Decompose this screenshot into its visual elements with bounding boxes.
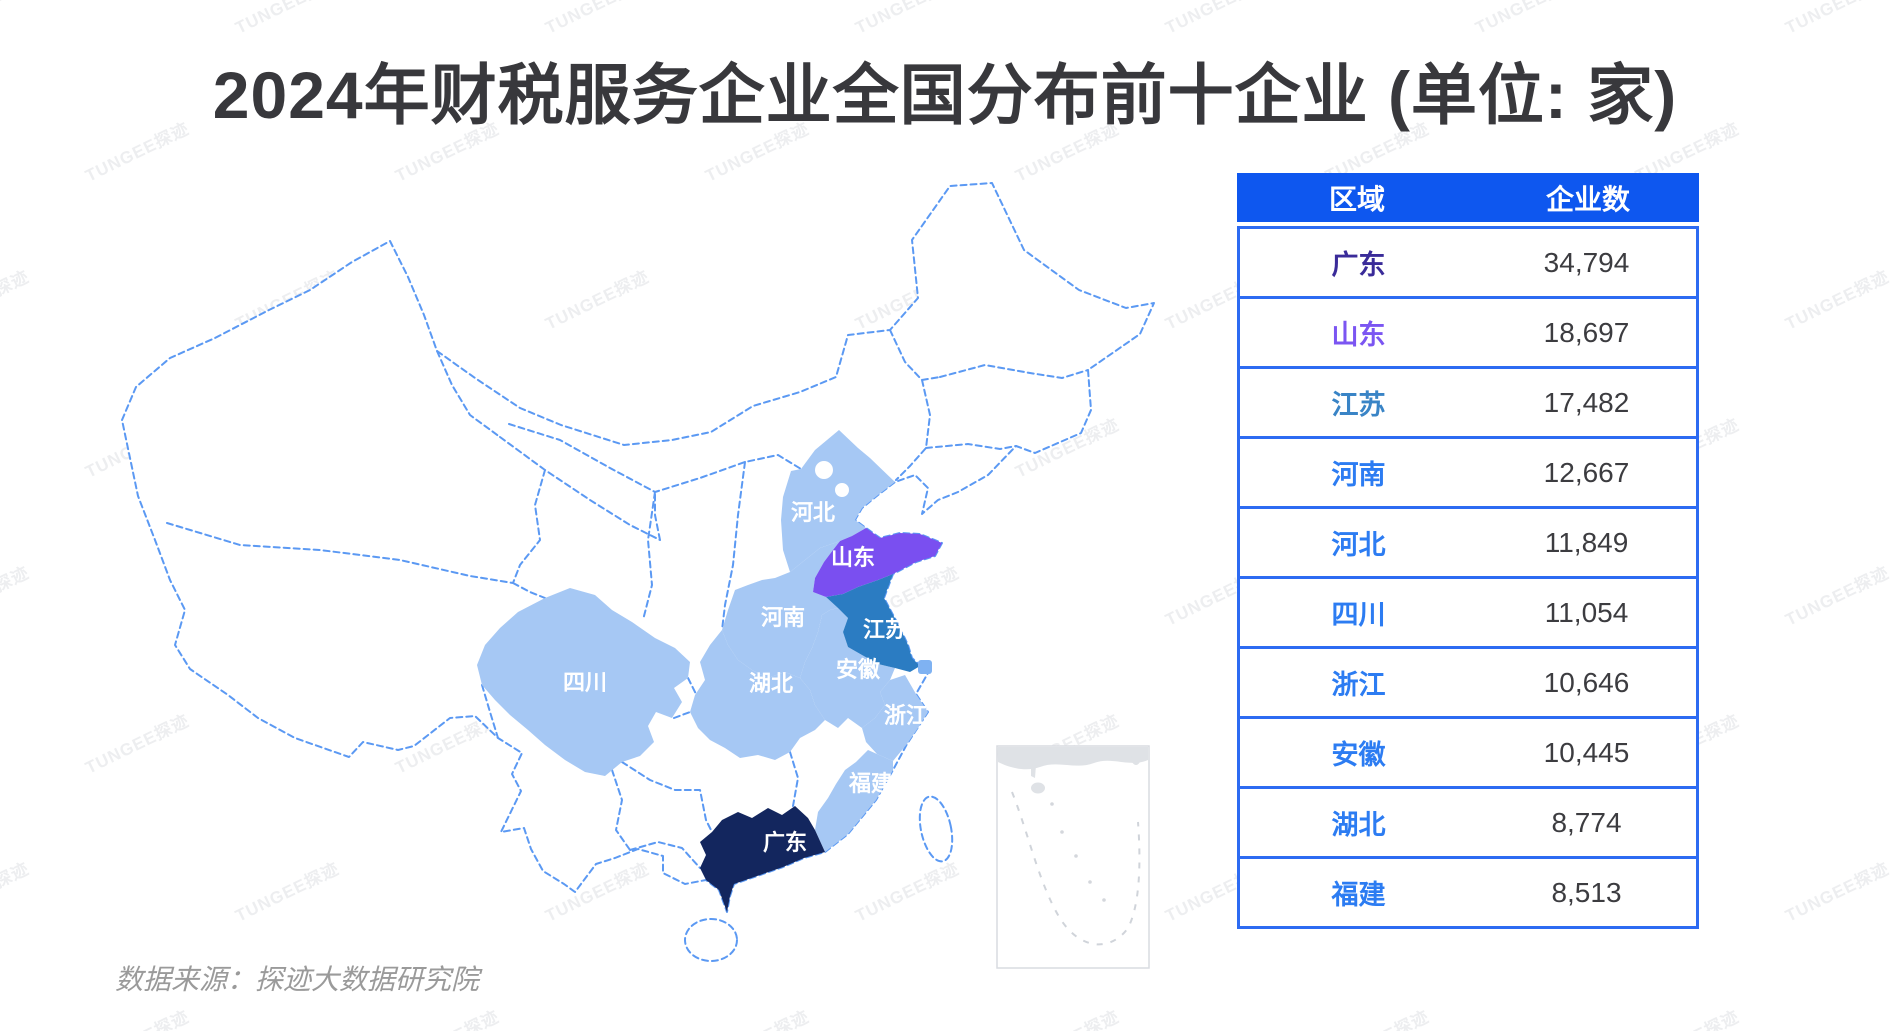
region-cell: 四川 <box>1331 600 1386 630</box>
table-row: 江苏 17,482 <box>1240 366 1696 436</box>
map-label-guangdong: 广东 <box>763 830 807 855</box>
table-row: 广东 34,794 <box>1240 229 1696 296</box>
province-hubei <box>690 630 825 760</box>
map-label-hebei: 河北 <box>791 500 835 525</box>
table-row: 安徽 10,445 <box>1240 716 1696 786</box>
map-label-anhui: 安徽 <box>836 657 881 682</box>
map-label-hubei: 湖北 <box>749 671 793 696</box>
map-label-sichuan: 四川 <box>563 670 607 695</box>
region-cell: 河南 <box>1331 460 1386 490</box>
region-cell: 湖北 <box>1331 810 1386 840</box>
region-cell: 安徽 <box>1331 740 1386 770</box>
province-zhejiang <box>862 675 928 761</box>
data-source-note: 数据来源：探迹大数据研究院 <box>115 964 480 995</box>
count-cell: 10,445 <box>1543 736 1630 768</box>
province-borders <box>166 329 1089 869</box>
region-cell: 广东 <box>1331 250 1386 280</box>
province-jiangsu <box>826 574 920 672</box>
col-header-count: 企业数 <box>1545 183 1630 215</box>
region-cell: 河北 <box>1331 530 1386 560</box>
table-row: 河北 11,849 <box>1240 506 1696 576</box>
taiwan-island <box>918 795 954 863</box>
table-body: 广东 34,794 山东 18,697 江苏 17,482 河南 12,667 … <box>1237 226 1699 929</box>
table-row: 浙江 10,646 <box>1240 646 1696 716</box>
province-guangdong <box>700 806 825 912</box>
table-header: 区域 企业数 <box>1237 173 1699 222</box>
table-row: 河南 12,667 <box>1240 436 1696 506</box>
province-anhui <box>800 608 895 728</box>
map-label-henan: 河南 <box>761 605 805 630</box>
table-row: 福建 8,513 <box>1240 856 1696 926</box>
region-cell: 山东 <box>1331 320 1386 350</box>
map-label-zhejiang: 浙江 <box>884 703 928 728</box>
ranking-table: 区域 企业数 广东 34,794 山东 18,697 江苏 17,482 河南 … <box>1237 173 1699 929</box>
table-row: 山东 18,697 <box>1240 296 1696 366</box>
count-cell: 12,667 <box>1543 456 1630 488</box>
region-cell: 福建 <box>1331 880 1386 910</box>
province-fujian <box>815 750 893 852</box>
count-cell: 11,849 <box>1544 526 1629 558</box>
region-cell: 江苏 <box>1331 390 1386 420</box>
shanghai-dot <box>918 660 932 674</box>
count-cell: 18,697 <box>1543 316 1630 348</box>
province-shandong <box>813 528 942 597</box>
table-row: 湖北 8,774 <box>1240 786 1696 856</box>
province-hebei <box>781 430 895 572</box>
map-label-shandong: 山东 <box>831 545 875 570</box>
count-cell: 34,794 <box>1543 246 1630 278</box>
count-cell: 11,054 <box>1544 596 1629 628</box>
south-china-sea-inset <box>996 745 1150 969</box>
page-title: 2024年财税服务企业全国分布前十企业 (单位: 家) <box>212 58 1678 132</box>
province-sichuan <box>477 588 690 776</box>
count-cell: 10,646 <box>1543 666 1630 698</box>
count-cell: 8,774 <box>1551 806 1622 838</box>
region-cell: 浙江 <box>1331 670 1386 700</box>
hainan-island <box>684 918 738 962</box>
count-cell: 17,482 <box>1543 386 1630 418</box>
map-label-jiangsu: 江苏 <box>863 617 907 642</box>
map-label-fujian: 福建 <box>848 771 893 796</box>
count-cell: 8,513 <box>1551 876 1622 908</box>
col-header-region: 区域 <box>1328 183 1385 215</box>
province-henan <box>722 541 840 678</box>
table-row: 四川 11,054 <box>1240 576 1696 646</box>
